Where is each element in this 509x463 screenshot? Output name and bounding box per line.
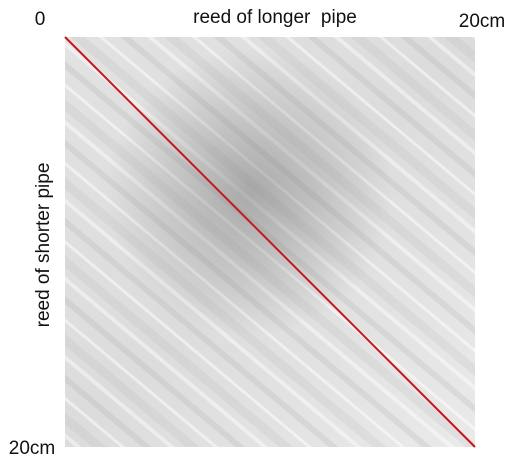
left-axis-label: reed of shorter pipe <box>33 163 54 328</box>
top-axis-label: reed of longer pipe <box>193 7 357 28</box>
top-end-label: 20cm <box>459 11 505 32</box>
origin-label: 0 <box>35 9 46 30</box>
bottom-end-label: 20cm <box>9 438 55 459</box>
diagonal-line <box>64 36 476 448</box>
